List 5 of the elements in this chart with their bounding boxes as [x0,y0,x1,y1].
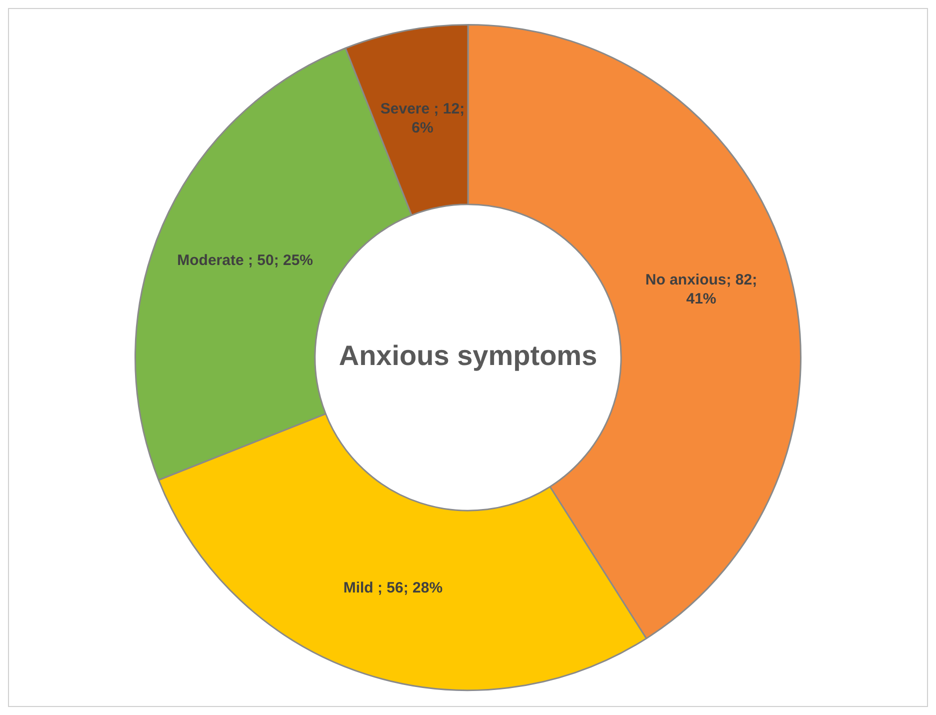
text: Anxious symptoms [338,340,598,372]
slice-label: Mild ; 56; 28% [343,580,443,597]
slice-label: Severe ; 12; 6% [380,100,465,137]
slice-label: Moderate ; 50; 25% [177,252,314,270]
slice-label: No anxious; 82; 41% [645,271,758,308]
